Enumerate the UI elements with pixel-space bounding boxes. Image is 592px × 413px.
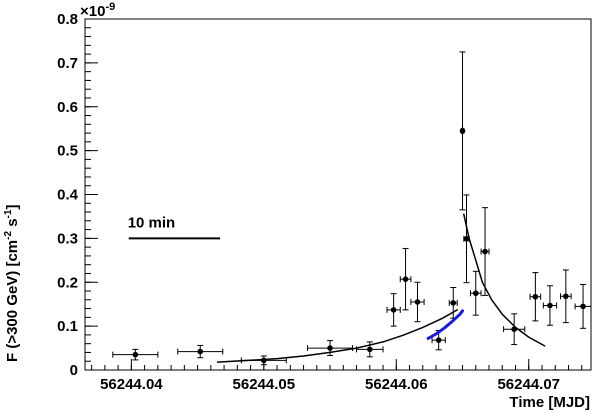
data-marker (482, 248, 488, 255)
y-axis-title-main: F (>300 GeV) [cm (4, 240, 21, 362)
data-point (560, 269, 572, 324)
data-marker (414, 299, 421, 305)
fit-curve-2 (463, 213, 546, 347)
data-point (410, 281, 425, 323)
data-point (112, 348, 159, 361)
data-marker (261, 357, 267, 364)
axis-ticks (85, 18, 583, 371)
fit-curve-3 (426, 309, 464, 340)
y-multiplier-exp: -9 (105, 1, 115, 13)
data-marker (472, 290, 479, 297)
data-marker (197, 348, 204, 355)
y-tick-label: 0.8 (57, 11, 78, 28)
y-multiplier: ×10-9 (80, 1, 115, 20)
y-axis-title-end: ] (4, 205, 21, 210)
x-tick-labels: 56244.04 56244.05 56244.06 56244.07 (100, 376, 560, 393)
y-tick-label: 0 (70, 362, 78, 379)
data-marker (450, 300, 457, 306)
data-point (177, 344, 224, 359)
y-tick-label: 0.3 (57, 230, 78, 247)
data-marker (366, 346, 373, 353)
data-point (480, 207, 490, 296)
data-marker (563, 293, 569, 300)
x-tick-label: 56244.05 (233, 376, 296, 393)
x-tick-label: 56244.07 (497, 376, 560, 393)
data-marker (390, 307, 397, 313)
data-marker (132, 351, 139, 358)
data-point (307, 340, 354, 357)
fit-curve-1 (216, 309, 458, 363)
data-point (542, 285, 558, 326)
data-point (503, 313, 526, 346)
data-marker (532, 293, 539, 300)
plot-frame (84, 18, 592, 371)
y-tick-label: 0.1 (57, 318, 78, 335)
data-point (356, 341, 384, 358)
x-tick-label: 56244.06 (365, 376, 428, 393)
data-marker (459, 128, 466, 134)
data-marker (547, 302, 553, 309)
x-axis-title: Time [MJD] (509, 394, 590, 411)
data-marker (402, 276, 409, 282)
y-tick-label: 0.5 (57, 143, 78, 160)
y-tick-label: 0.2 (57, 274, 78, 291)
scale-bar-label: 10 min (128, 214, 176, 231)
data-point (399, 247, 412, 311)
y-axis-title-exp1: -2 (3, 231, 14, 240)
data-point (386, 293, 401, 327)
y-tick-label: 0.6 (57, 99, 78, 116)
y-tick-label: 0.7 (57, 55, 78, 72)
data-marker (327, 345, 333, 351)
y-tick-labels: 0 0.1 0.2 0.3 0.4 0.5 0.6 0.7 0.8 (57, 11, 79, 379)
data-point (574, 283, 592, 329)
data-marker (580, 303, 586, 310)
y-axis-title-exp2: -1 (3, 209, 14, 218)
data-point (469, 270, 482, 316)
y-axis-title-mid: s (4, 218, 21, 231)
data-point (463, 194, 470, 284)
chart-marks (112, 51, 592, 366)
data-point (529, 272, 542, 322)
y-multiplier-base: ×10 (80, 3, 105, 20)
x-tick-label: 56244.04 (100, 376, 163, 393)
data-marker (463, 236, 470, 242)
data-point (459, 51, 466, 211)
y-tick-label: 0.4 (57, 187, 79, 204)
y-axis-title: F (>300 GeV) [cm-2 s-1] (3, 205, 21, 362)
data-marker (435, 337, 442, 343)
